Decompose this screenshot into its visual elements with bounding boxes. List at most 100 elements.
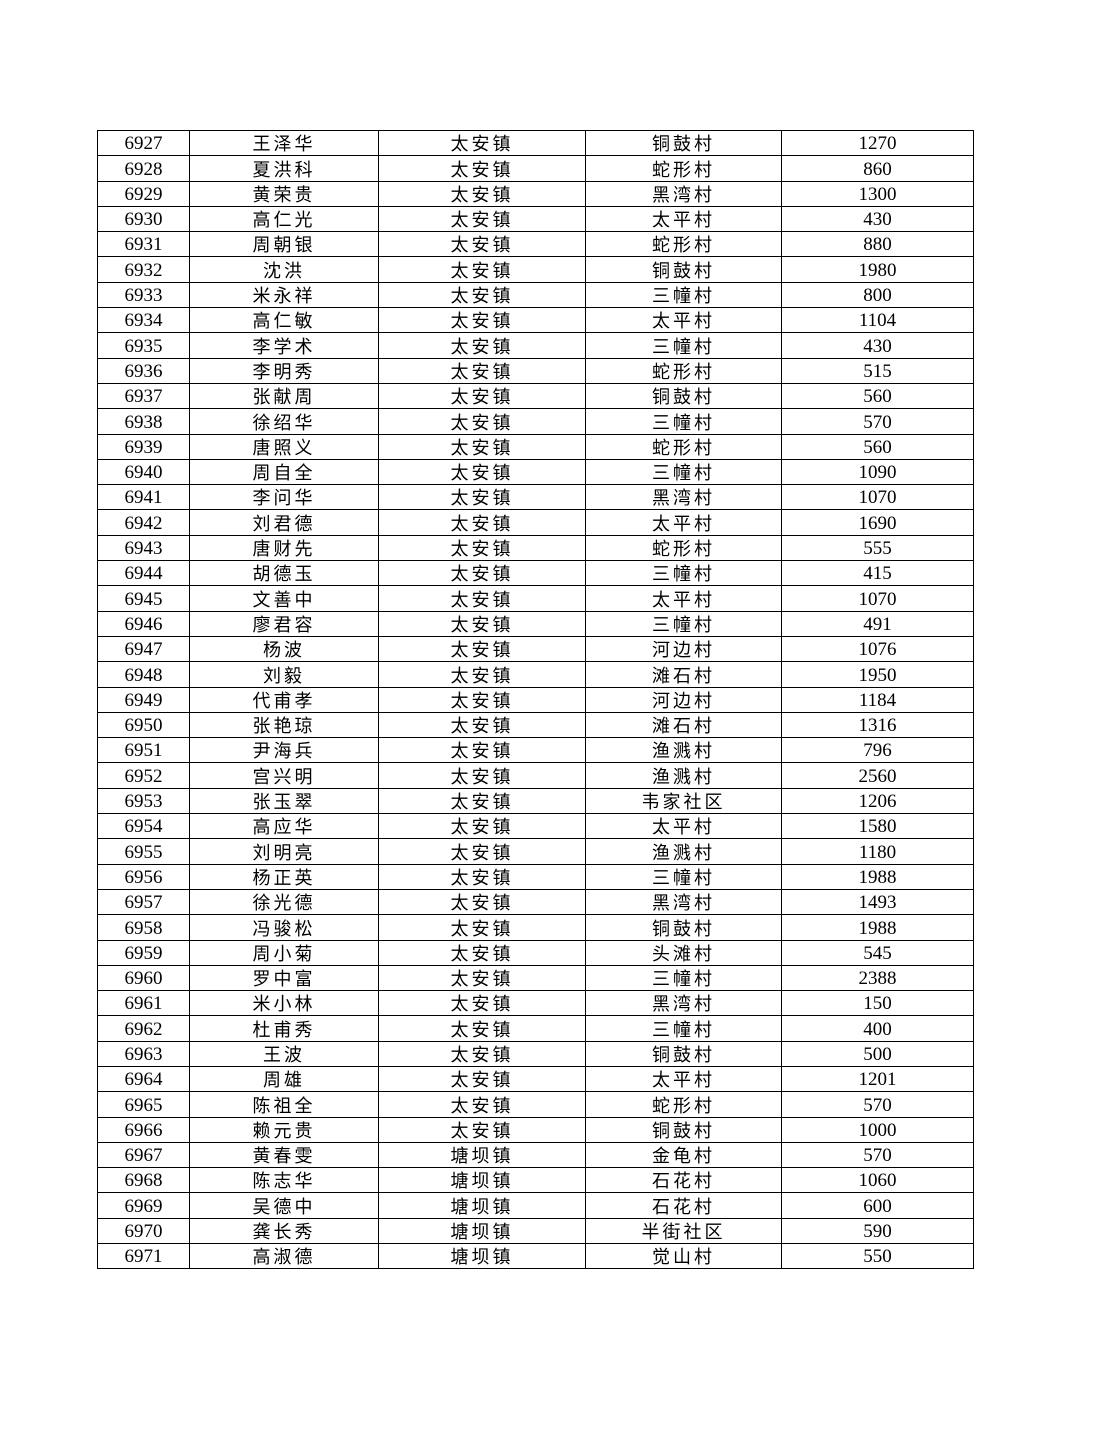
person-name-cell: 王波	[189, 1040, 379, 1067]
row-number-cell: 6931	[97, 231, 190, 258]
amount-cell: 2560	[781, 762, 974, 789]
table-row: 6935 李学术 太安镇 三幢村 430	[97, 332, 974, 359]
row-number-cell: 6933	[97, 281, 190, 309]
person-name-cell: 胡德玉	[189, 560, 379, 587]
amount-cell: 1980	[781, 256, 974, 283]
table-row: 6956 杨正英 太安镇 三幢村 1988	[97, 863, 974, 890]
person-name-cell: 高仁光	[189, 205, 379, 233]
person-name-cell: 吴德中	[189, 1192, 379, 1219]
village-cell: 河边村	[585, 635, 782, 663]
village-cell: 三幢村	[585, 560, 782, 587]
amount-cell: 1493	[781, 888, 974, 916]
person-name-cell: 高应华	[189, 813, 379, 840]
amount-cell: 570	[781, 1091, 974, 1118]
village-cell: 韦家社区	[585, 787, 782, 815]
table-row: 6948 刘毅 太安镇 滩石村 1950	[97, 661, 974, 688]
row-number-cell: 6971	[97, 1243, 190, 1270]
person-name-cell: 李明秀	[189, 357, 379, 384]
row-number-cell: 6934	[97, 307, 190, 334]
row-number-cell: 6958	[97, 914, 190, 941]
table-row: 6970 龚长秀 塘坝镇 半街社区 590	[97, 1217, 974, 1245]
row-number-cell: 6930	[97, 205, 190, 233]
town-cell: 太安镇	[378, 1040, 586, 1067]
row-number-cell: 6962	[97, 1015, 190, 1042]
table-row: 6954 高应华 太安镇 太平村 1580	[97, 813, 974, 840]
town-cell: 太安镇	[378, 281, 586, 309]
row-number-cell: 6957	[97, 888, 190, 916]
amount-cell: 545	[781, 939, 974, 966]
town-cell: 太安镇	[378, 433, 586, 460]
person-name-cell: 张艳琼	[189, 711, 379, 739]
row-number-cell: 6935	[97, 332, 190, 359]
town-cell: 太安镇	[378, 509, 586, 536]
person-name-cell: 廖君容	[189, 610, 379, 637]
town-cell: 太安镇	[378, 1116, 586, 1143]
row-number-cell: 6949	[97, 686, 190, 713]
town-cell: 太安镇	[378, 737, 586, 764]
table-row: 6959 周小菊 太安镇 头滩村 545	[97, 939, 974, 966]
town-cell: 太安镇	[378, 256, 586, 283]
row-number-cell: 6942	[97, 509, 190, 536]
row-number-cell: 6938	[97, 408, 190, 435]
town-cell: 太安镇	[378, 332, 586, 359]
person-name-cell: 沈洪	[189, 256, 379, 283]
village-cell: 渔溅村	[585, 737, 782, 764]
town-cell: 太安镇	[378, 357, 586, 384]
table-row: 6952 宫兴明 太安镇 渔溅村 2560	[97, 762, 974, 789]
amount-cell: 590	[781, 1217, 974, 1245]
table-row: 6971 高淑德 塘坝镇 觉山村 550	[97, 1243, 974, 1270]
town-cell: 太安镇	[378, 382, 586, 410]
row-number-cell: 6951	[97, 737, 190, 764]
row-number-cell: 6944	[97, 560, 190, 587]
town-cell: 太安镇	[378, 1091, 586, 1118]
person-name-cell: 周朝银	[189, 231, 379, 258]
person-name-cell: 杨波	[189, 635, 379, 663]
table-row: 6950 张艳琼 太安镇 滩石村 1316	[97, 711, 974, 739]
village-cell: 蛇形村	[585, 231, 782, 258]
row-number-cell: 6964	[97, 1065, 190, 1093]
amount-cell: 430	[781, 332, 974, 359]
village-cell: 铜鼓村	[585, 1040, 782, 1067]
town-cell: 太安镇	[378, 231, 586, 258]
row-number-cell: 6965	[97, 1091, 190, 1118]
person-name-cell: 唐财先	[189, 534, 379, 562]
village-cell: 铜鼓村	[585, 129, 782, 157]
amount-cell: 1270	[781, 129, 974, 157]
person-name-cell: 宫兴明	[189, 762, 379, 789]
person-name-cell: 赖元贵	[189, 1116, 379, 1143]
village-cell: 铜鼓村	[585, 914, 782, 941]
amount-cell: 860	[781, 155, 974, 182]
person-name-cell: 高仁敏	[189, 307, 379, 334]
table-row: 6965 陈祖全 太安镇 蛇形村 570	[97, 1091, 974, 1118]
table-row: 6966 赖元贵 太安镇 铜鼓村 1000	[97, 1116, 974, 1143]
amount-cell: 1180	[781, 838, 974, 865]
person-name-cell: 唐照义	[189, 433, 379, 460]
town-cell: 太安镇	[378, 787, 586, 815]
village-cell: 蛇形村	[585, 534, 782, 562]
amount-cell: 1690	[781, 509, 974, 536]
town-cell: 太安镇	[378, 205, 586, 233]
person-name-cell: 周小菊	[189, 939, 379, 966]
table-row: 6968 陈志华 塘坝镇 石花村 1060	[97, 1167, 974, 1194]
amount-cell: 1206	[781, 787, 974, 815]
row-number-cell: 6929	[97, 180, 190, 207]
town-cell: 塘坝镇	[378, 1192, 586, 1219]
amount-cell: 415	[781, 560, 974, 587]
row-number-cell: 6948	[97, 661, 190, 688]
amount-cell: 796	[781, 737, 974, 764]
town-cell: 太安镇	[378, 408, 586, 435]
amount-cell: 1988	[781, 863, 974, 890]
town-cell: 太安镇	[378, 914, 586, 941]
row-number-cell: 6939	[97, 433, 190, 460]
town-cell: 太安镇	[378, 762, 586, 789]
village-cell: 滩石村	[585, 661, 782, 688]
table-row: 6941 李问华 太安镇 黑湾村 1070	[97, 484, 974, 511]
table-row: 6942 刘君德 太安镇 太平村 1690	[97, 509, 974, 536]
row-number-cell: 6927	[97, 129, 190, 157]
town-cell: 塘坝镇	[378, 1243, 586, 1270]
row-number-cell: 6937	[97, 382, 190, 410]
table-row: 6939 唐照义 太安镇 蛇形村 560	[97, 433, 974, 460]
table-row: 6967 黄春雯 塘坝镇 金龟村 570	[97, 1141, 974, 1169]
person-name-cell: 刘毅	[189, 661, 379, 688]
village-cell: 黑湾村	[585, 990, 782, 1017]
